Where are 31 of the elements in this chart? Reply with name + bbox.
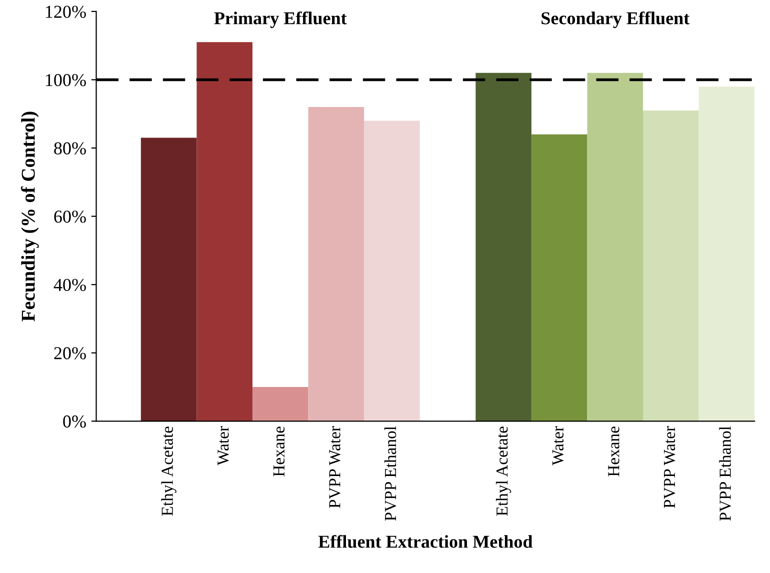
annotation: Secondary Effluent: [542, 11, 690, 28]
y-tick-label: 0%: [63, 415, 86, 428]
y-tick-label: 20%: [54, 347, 86, 360]
x-tick-label: Hexane: [273, 426, 285, 476]
bar: [698, 86, 755, 422]
x-tick-label: PVPP Water: [664, 426, 676, 508]
x-axis-title: Effluent Extraction Method: [318, 534, 533, 548]
bar: [140, 138, 197, 422]
bar: [364, 120, 420, 422]
x-tick-label: Ethyl Acetate: [161, 426, 176, 516]
x-tick-label: Ethyl Acetate: [496, 426, 512, 516]
y-tick-label: 60%: [54, 210, 86, 223]
bar: [587, 72, 644, 422]
y-axis-title: Fecundity (% of Control): [20, 112, 39, 322]
x-tick-label: Water: [552, 426, 564, 466]
y-tick-label: 100%: [46, 74, 86, 86]
bar: [531, 134, 588, 422]
bar: [643, 110, 699, 422]
x-tick-label: PVPP Water: [329, 426, 340, 508]
x-tick-label: Water: [218, 426, 229, 466]
bar: [308, 107, 364, 422]
y-tick-label: 80%: [54, 142, 86, 155]
y-tick-label: 120%: [46, 6, 86, 18]
annotation: Primary Effluent: [214, 11, 347, 28]
bar: [476, 72, 532, 422]
x-tick-label: Hexane: [608, 426, 620, 476]
bar: [252, 387, 308, 422]
x-tick-label: PVPP Ethanol: [384, 426, 396, 521]
y-tick-label: 40%: [54, 278, 86, 292]
x-tick-label: PVPP Ethanol: [719, 426, 731, 521]
bar: [196, 42, 252, 422]
